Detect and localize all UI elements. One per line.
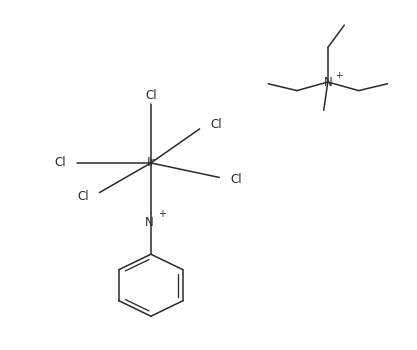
Text: Cl: Cl	[211, 118, 222, 131]
Text: Cl: Cl	[231, 173, 242, 186]
Text: +: +	[158, 209, 166, 219]
Text: N: N	[144, 216, 153, 229]
Text: Cl: Cl	[54, 156, 66, 169]
Text: Cl: Cl	[145, 89, 157, 102]
Text: Ir: Ir	[146, 156, 155, 169]
Text: +: +	[335, 71, 343, 80]
Text: Cl: Cl	[78, 190, 89, 203]
Text: N: N	[324, 76, 332, 89]
